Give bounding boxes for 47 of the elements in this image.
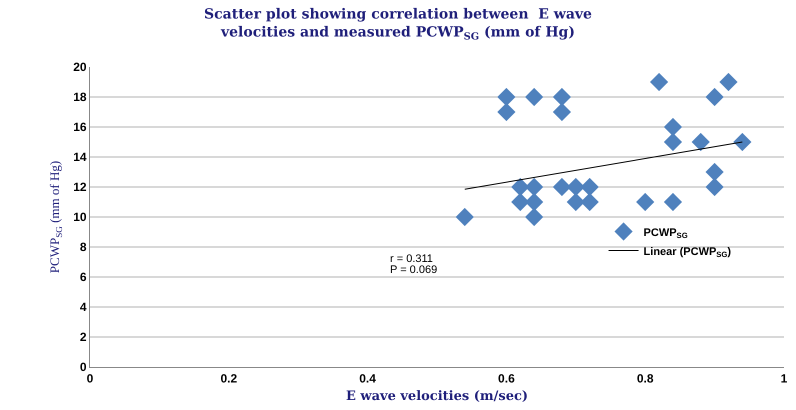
x-tick-label: 0.6 <box>498 371 516 386</box>
point <box>497 88 516 106</box>
point <box>566 192 585 212</box>
point <box>525 178 544 196</box>
x-tick-label: 0.2 <box>220 371 238 386</box>
x-tick-label: 0.8 <box>636 371 654 386</box>
y-tick-label: 10 <box>73 210 87 224</box>
annotation: r = 0.311 <box>390 253 433 265</box>
y-tick-label: 20 <box>73 60 87 74</box>
point <box>636 192 654 212</box>
point <box>733 132 752 152</box>
point <box>706 88 724 106</box>
point <box>525 192 544 212</box>
legend-label: PCWP$_{SG}$ <box>644 226 688 240</box>
point <box>525 208 544 226</box>
point <box>552 102 572 122</box>
y-tick-label: 0 <box>80 360 87 374</box>
point <box>580 192 599 212</box>
x-tick-label: 0.4 <box>359 371 376 386</box>
point <box>580 178 599 196</box>
point <box>664 132 682 152</box>
point <box>552 88 572 106</box>
annotation: P = 0.069 <box>390 264 438 276</box>
legend-label: Linear (PCWP$_{SG}$) <box>644 246 732 260</box>
point <box>456 208 474 226</box>
point <box>664 192 682 212</box>
point <box>706 178 724 196</box>
y-tick-label: 16 <box>73 120 87 134</box>
x-tick-label: 1 <box>780 371 788 386</box>
point <box>511 192 530 212</box>
y-tick-label: 8 <box>80 240 87 254</box>
y-tick-label: 2 <box>80 330 87 344</box>
chart-title: Scatter plot showing correlation between E wave velocities and measured PCWP$_{SG}$ (mm of Hg) <box>204 6 592 43</box>
point <box>692 132 710 152</box>
y-tick-label: 12 <box>73 180 87 194</box>
point <box>650 72 668 92</box>
y-tick-label: 18 <box>73 90 87 104</box>
point <box>566 178 585 196</box>
point <box>719 72 738 92</box>
y-tick-label: 6 <box>80 270 87 284</box>
y-tick-label: 4 <box>80 300 87 314</box>
point <box>664 118 682 136</box>
point <box>706 162 724 182</box>
point <box>497 102 516 122</box>
point <box>525 88 544 106</box>
x-axis-title: E wave velocities (m/sec) <box>346 389 528 404</box>
y-tick-label: 14 <box>73 150 87 164</box>
